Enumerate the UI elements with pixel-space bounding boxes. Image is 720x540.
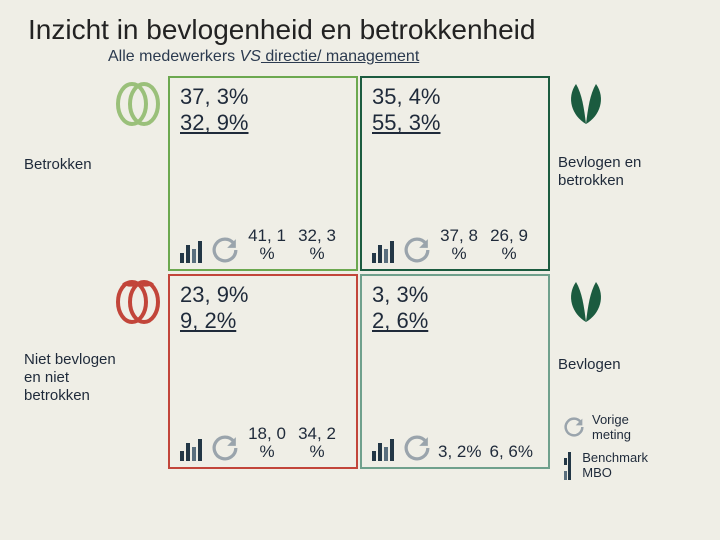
- subtitle-part1: Alle medewerkers: [108, 48, 240, 65]
- tl-sub-left: 41, 1%: [246, 227, 288, 263]
- legend: Vorige meting Benchmark MBO: [564, 412, 648, 488]
- bars-icon: [372, 241, 396, 263]
- br-sub-row: 3, 2% 6, 6%: [372, 435, 538, 463]
- loop-icon: [404, 237, 430, 263]
- bars-icon: [180, 439, 204, 461]
- leaves-green-icon: [560, 278, 612, 331]
- bars-icon: [564, 450, 574, 480]
- br-main-values: 3, 3% 2, 6%: [372, 282, 538, 335]
- rings-icon: [112, 80, 164, 133]
- rings-red-icon: [112, 278, 164, 331]
- tl-sub-row: 41, 1% 32, 3%: [180, 227, 346, 265]
- page-subtitle: Alle medewerkers VS directie/ management: [108, 48, 692, 66]
- subtitle-part2: directie/ management: [261, 48, 419, 65]
- subtitle-vs: VS: [240, 48, 261, 65]
- bl-sub-row: 18, 0% 34, 2%: [180, 425, 346, 463]
- bars-icon: [372, 439, 396, 461]
- label-niet-bevlogen: Niet bevlogen en niet betrokken: [24, 351, 154, 405]
- legend-prev: Vorige meting: [564, 412, 648, 442]
- quadrant-niet-bevlogen: 23, 9% 9, 2% 18, 0% 34, 2%: [168, 274, 358, 469]
- quadrant-betrokken: 37, 3% 32, 9% 41, 1% 32, 3%: [168, 76, 358, 271]
- loop-icon: [564, 417, 584, 437]
- tr-sub-row: 37, 8% 26, 9%: [372, 227, 538, 265]
- loop-icon: [212, 435, 238, 461]
- bl-main-values: 23, 9% 9, 2%: [180, 282, 346, 335]
- tr-sub-left: 37, 8%: [438, 227, 480, 263]
- label-betrokken: Betrokken: [24, 156, 144, 174]
- tr-main-values: 35, 4% 55, 3%: [372, 84, 538, 137]
- loop-icon: [212, 237, 238, 263]
- quadrant-bevlogen: 3, 3% 2, 6% 3, 2% 6, 6%: [360, 274, 550, 469]
- tl-sub-right: 32, 3%: [296, 227, 338, 263]
- label-bevlogen: Bevlogen: [558, 356, 678, 374]
- loop-icon: [404, 435, 430, 461]
- quadrant-bevlogen-betrokken: 35, 4% 55, 3% 37, 8% 26, 9%: [360, 76, 550, 271]
- bl-sub-right: 34, 2%: [296, 425, 338, 461]
- bars-icon: [180, 241, 204, 263]
- page-title: Inzicht in bevlogenheid en betrokkenheid: [28, 14, 692, 46]
- br-sub-left: 3, 2%: [438, 443, 481, 461]
- leaves-icon: [560, 80, 612, 133]
- tr-sub-right: 26, 9%: [488, 227, 530, 263]
- label-bevlogen-betrokken: Bevlogen en betrokken: [558, 154, 708, 190]
- br-sub-right: 6, 6%: [489, 443, 532, 461]
- engagement-grid: Betrokken Bevlogen en betrokken Niet bev…: [88, 76, 648, 486]
- legend-bench: Benchmark MBO: [564, 450, 648, 480]
- bl-sub-left: 18, 0%: [246, 425, 288, 461]
- tl-main-values: 37, 3% 32, 9%: [180, 84, 346, 137]
